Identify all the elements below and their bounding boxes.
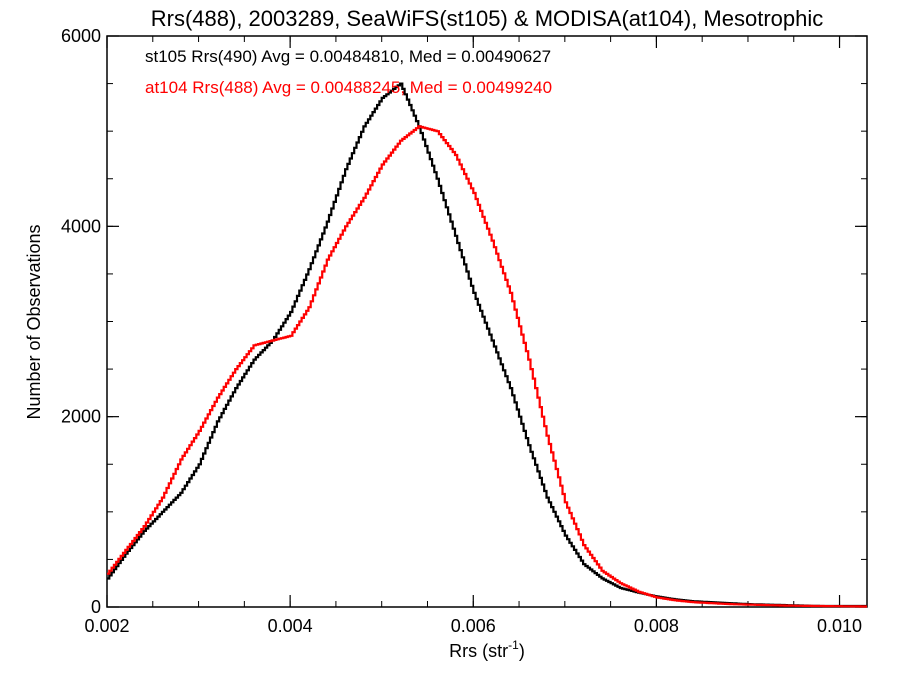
y-axis-label: Number of Observations [24, 224, 44, 419]
legend-entry-series-2: at104 Rrs(488) Avg = 0.00488245, Med = 0… [145, 78, 552, 97]
series-line-1 [107, 82, 867, 608]
y-axis-ticks: 0 2000 4000 6000 [61, 26, 867, 617]
x-axis-label: Rrs (str-1) [449, 638, 525, 661]
y-tick-label: 4000 [61, 216, 101, 236]
x-tick-label: 0.006 [451, 616, 496, 636]
x-tick-label: 0.004 [268, 616, 313, 636]
plot-frame [106, 35, 868, 608]
x-tick-label: 0.008 [634, 616, 679, 636]
x-tick-label: 0.002 [84, 616, 129, 636]
legend-entry-series-1: st105 Rrs(490) Avg = 0.00484810, Med = 0… [145, 47, 551, 66]
y-tick-label: 0 [91, 597, 101, 617]
series-lines [107, 82, 867, 608]
x-tick-label: 0.010 [817, 616, 862, 636]
y-tick-label: 6000 [61, 26, 101, 46]
chart-title: Rrs(488), 2003289, SeaWiFS(st105) & MODI… [151, 6, 824, 31]
x-axis-ticks: 0.002 0.004 0.006 0.008 0.010 [84, 36, 862, 636]
y-tick-label: 2000 [61, 407, 101, 427]
series-line-2 [107, 125, 867, 608]
